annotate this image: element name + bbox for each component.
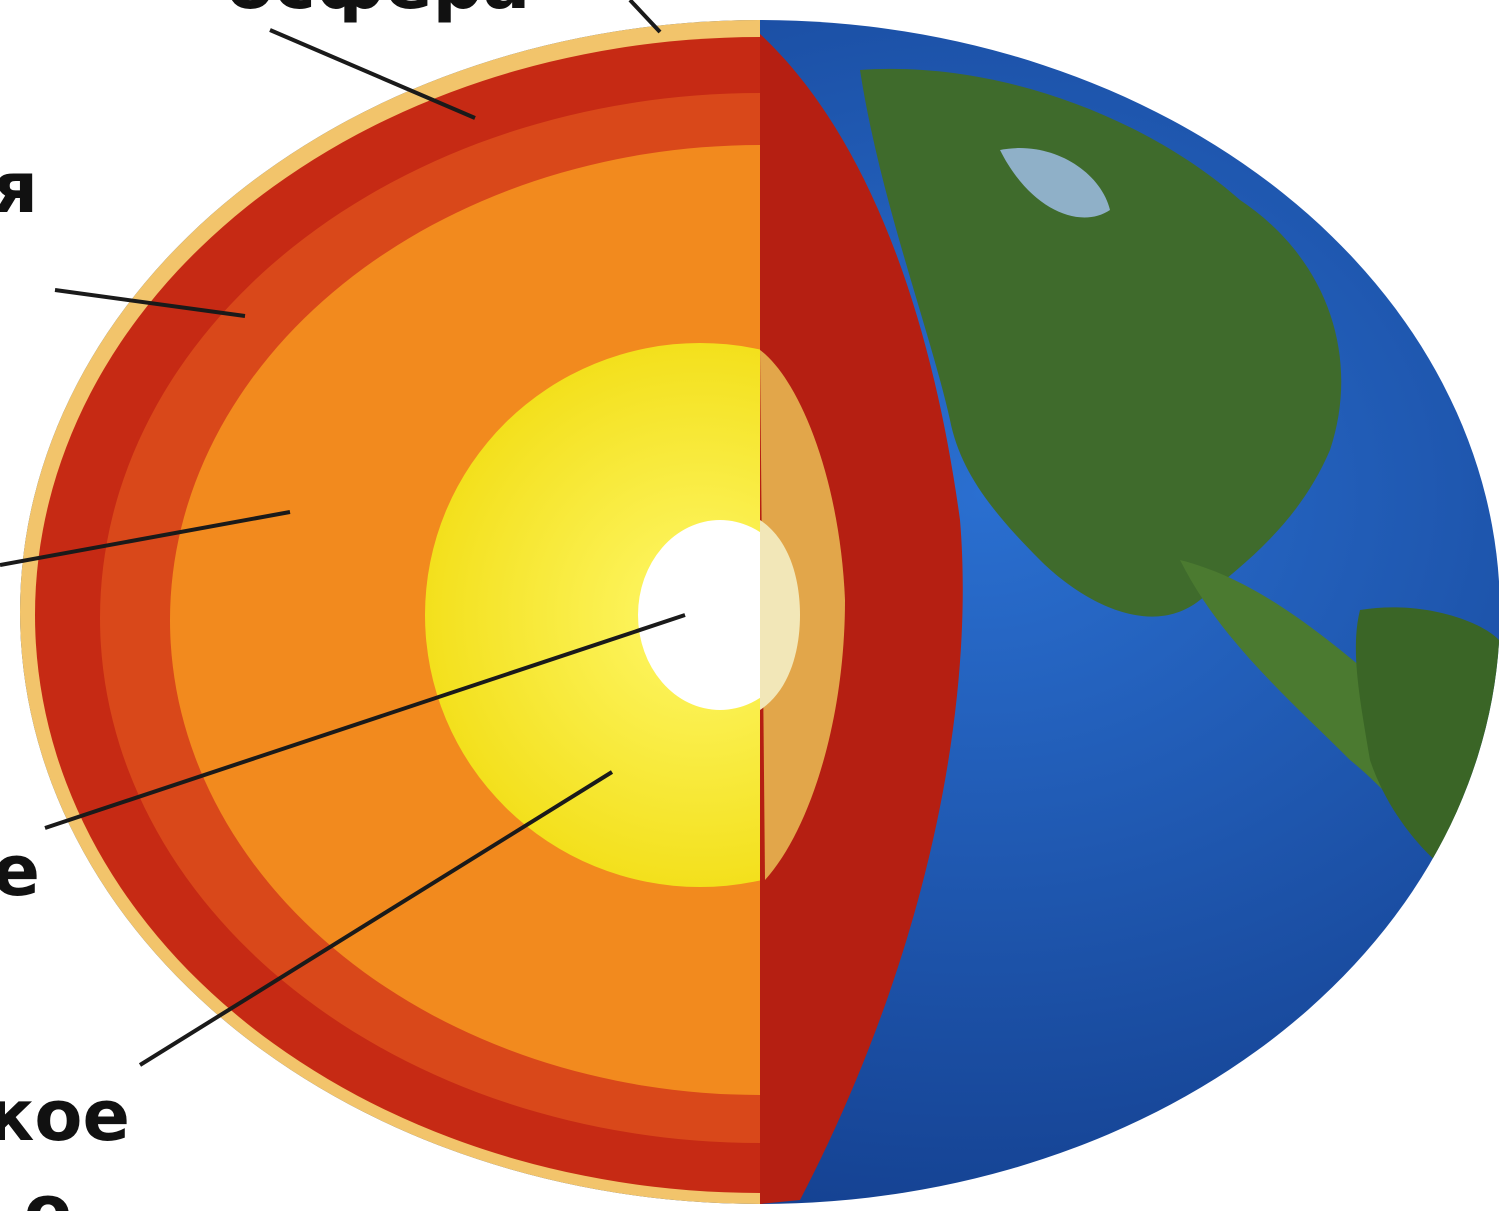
label: е (0, 830, 40, 912)
leader-line (54, 288, 246, 318)
label: я (0, 147, 38, 229)
inner-core-face (760, 520, 800, 710)
cut-face (750, 25, 963, 1204)
leader-line (269, 28, 476, 120)
label: осфера (226, 0, 530, 25)
leaders (0, 0, 686, 1067)
leader-line (44, 613, 686, 830)
globe (20, 20, 1499, 1204)
label: кое (0, 1075, 130, 1157)
leader-line (138, 770, 614, 1067)
leader-line (0, 510, 291, 567)
label: о (24, 1170, 72, 1211)
outer-core-face (760, 350, 845, 880)
leader-line (628, 0, 662, 34)
